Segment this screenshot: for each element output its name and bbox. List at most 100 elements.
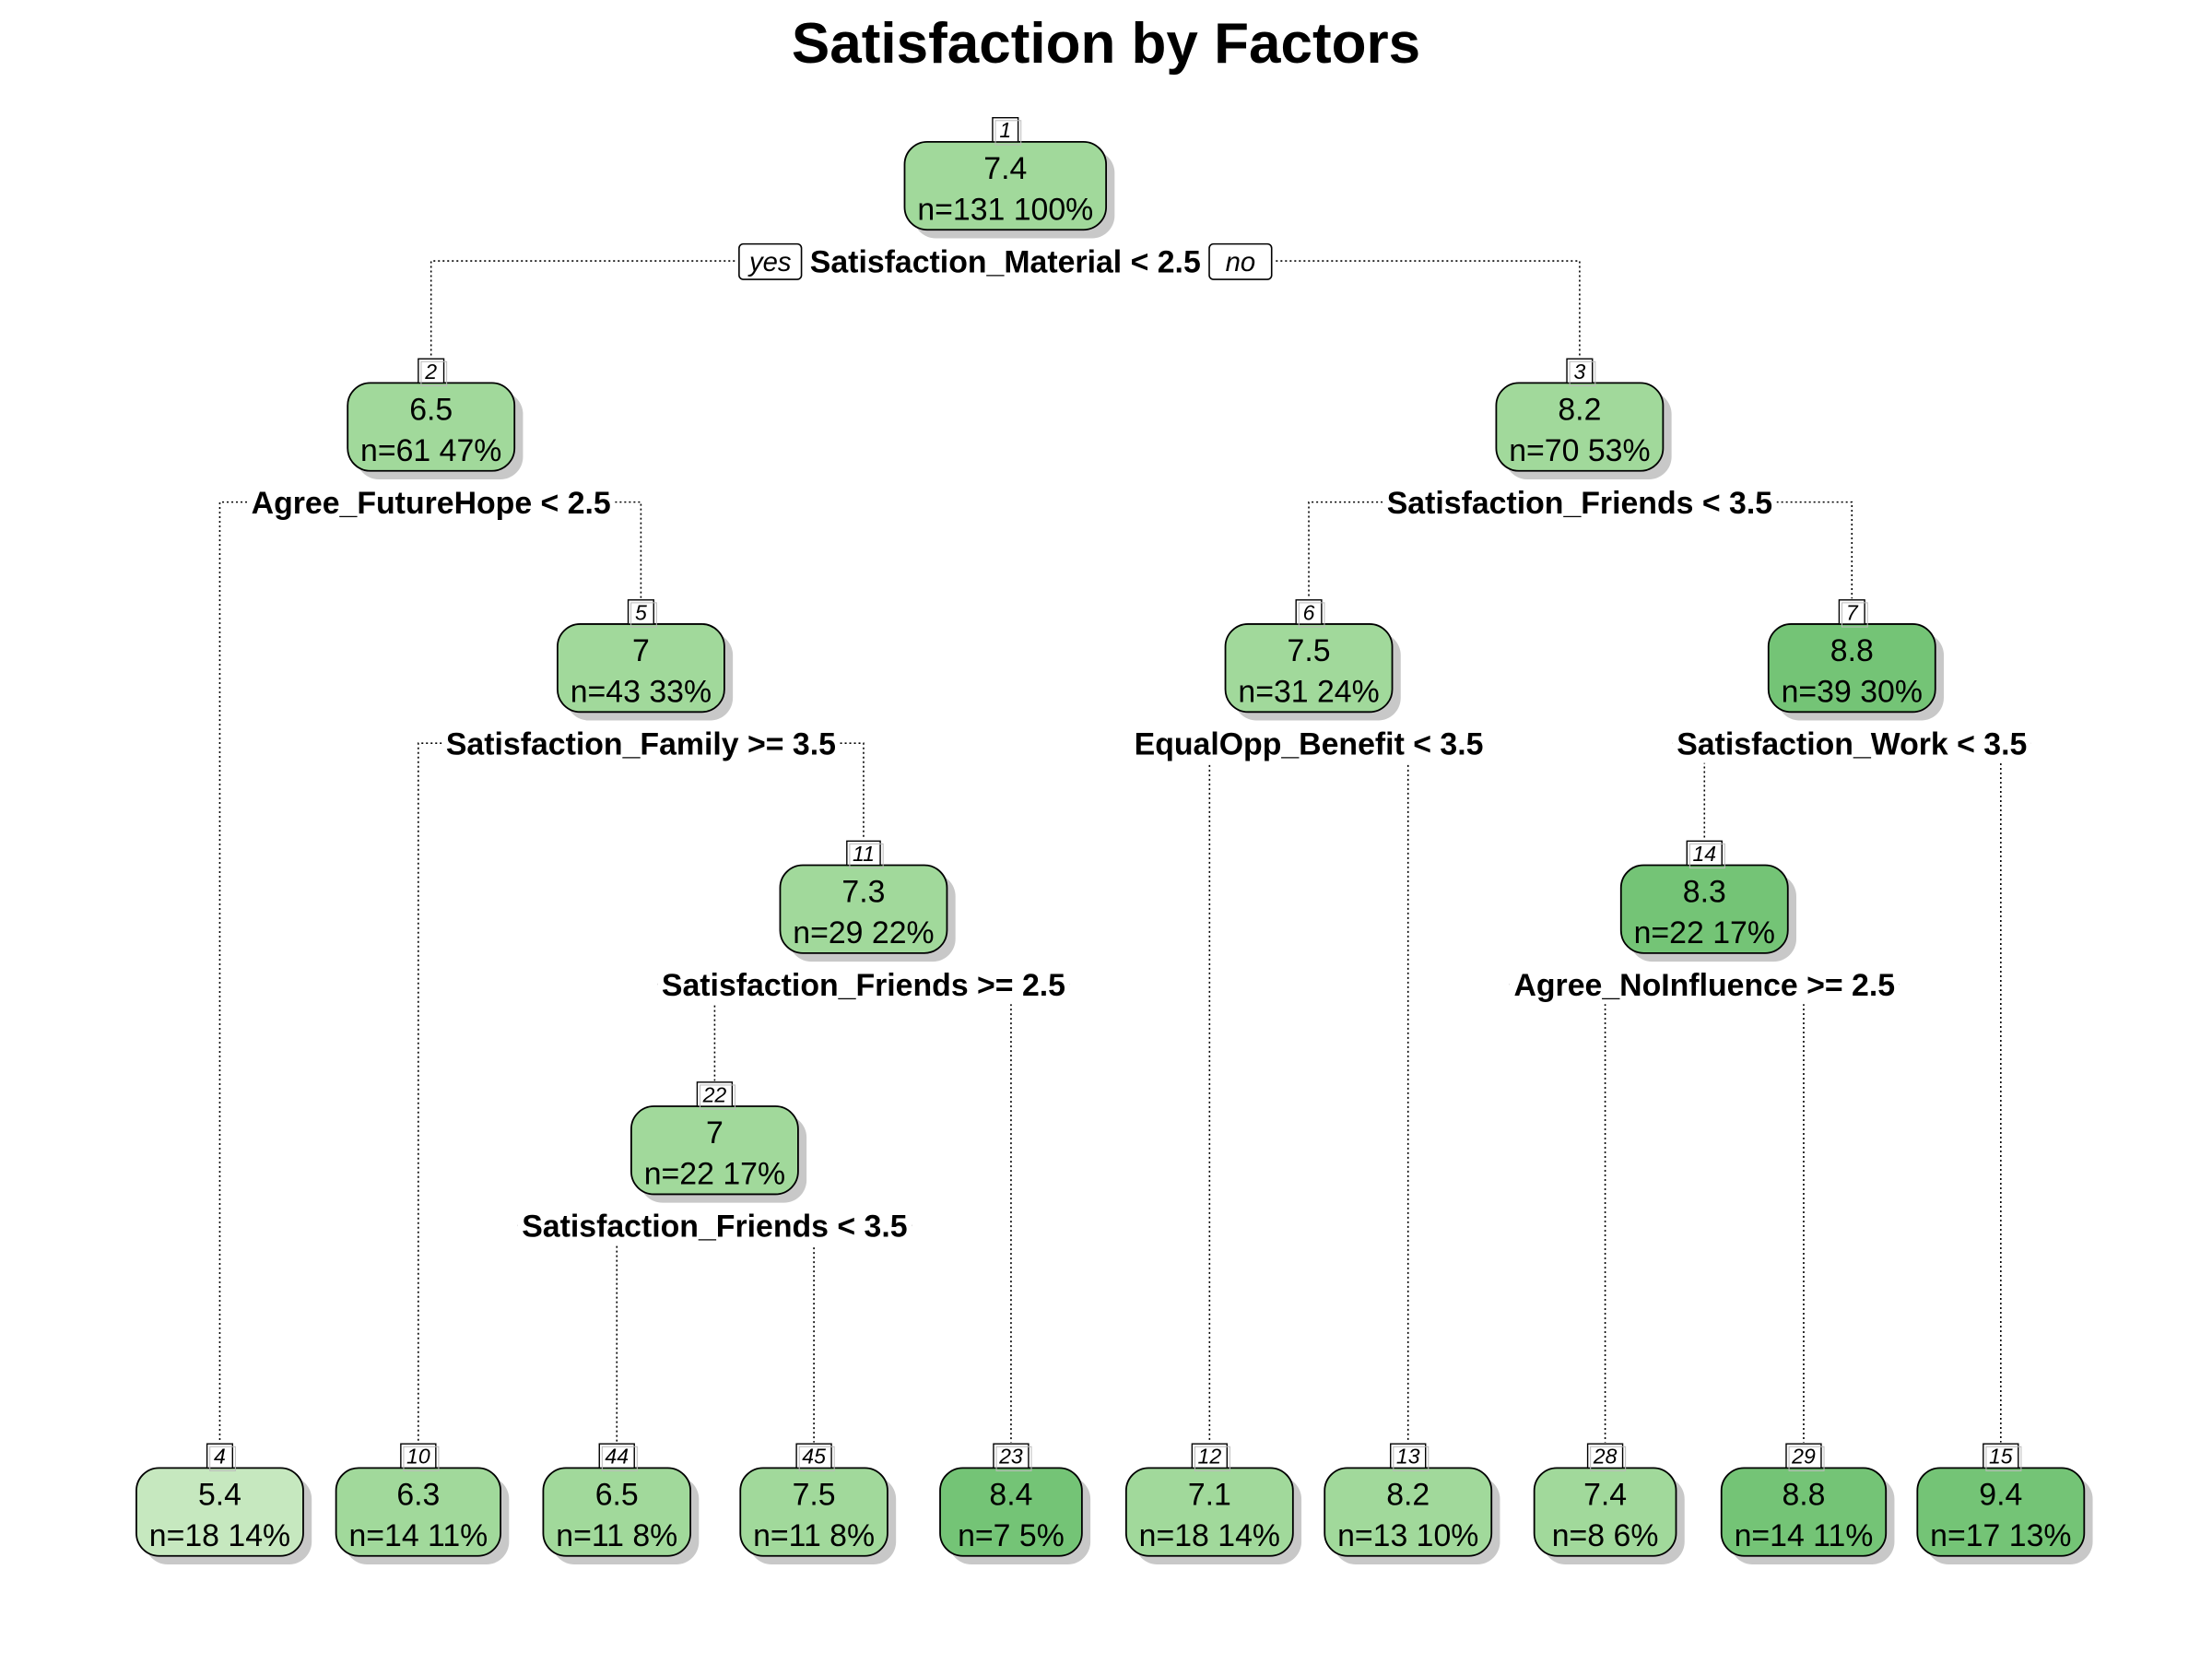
edge-yes	[517, 1224, 618, 1443]
tree-node-44: 44 6.5 n=11 8%	[542, 1443, 700, 1564]
node-count: n=18 14%	[1139, 1518, 1280, 1553]
edge-no	[2000, 742, 2031, 1443]
node-id: 28	[1593, 1445, 1618, 1469]
node-id-tag: 3	[1566, 358, 1596, 386]
node-id: 44	[605, 1445, 629, 1469]
svg-text:no: no	[1226, 248, 1256, 277]
node-id-tag: 15	[1983, 1443, 2022, 1471]
branch-label-no: no	[1208, 242, 1273, 280]
node-id: 45	[802, 1445, 826, 1469]
tree-node-23: 23 8.4 n=7 5%	[939, 1443, 1091, 1564]
node-count: n=22 17%	[644, 1157, 785, 1192]
node-value: 5.4	[198, 1477, 241, 1512]
node-id: 13	[1396, 1445, 1420, 1469]
tree-node-2: 2 6.5 n=61 47%	[347, 358, 524, 480]
edge-no	[1803, 983, 1900, 1443]
node-count: n=43 33%	[571, 675, 712, 710]
tree-node-28: 28 7.4 n=8 6%	[1533, 1443, 1685, 1564]
node-value: 7.3	[841, 874, 885, 909]
node-id-tag: 1	[992, 116, 1022, 146]
edge-yes	[218, 501, 248, 1443]
edge-no	[1406, 742, 1488, 1443]
node-id: 23	[998, 1445, 1023, 1469]
branch-label-yes: yes	[738, 242, 803, 280]
node-value: 7.5	[1288, 633, 1331, 668]
edge-yes	[1509, 983, 1606, 1443]
tree-node-3: 3 8.2 n=70 53%	[1495, 358, 1672, 480]
node-id: 7	[1846, 600, 1859, 624]
split-label: Satisfaction_Material < 2.5	[810, 244, 1201, 279]
node-count: n=8 6%	[1552, 1518, 1659, 1553]
node-id: 2	[424, 360, 437, 384]
node-id: 29	[1791, 1445, 1816, 1469]
node-value: 7.4	[983, 151, 1027, 186]
node-count: n=11 8%	[556, 1518, 677, 1553]
node-count: n=29 22%	[793, 915, 934, 950]
node-count: n=131 100%	[917, 192, 1093, 227]
tree-node-1: 1 7.4 n=131 100%	[903, 116, 1115, 239]
edge-yes	[1308, 501, 1383, 599]
node-value: 6.3	[396, 1477, 440, 1512]
node-id-tag: 11	[846, 840, 884, 869]
node-id-tag: 5	[627, 599, 657, 628]
node-value: 8.8	[1830, 633, 1874, 668]
node-count: n=22 17%	[1634, 915, 1775, 950]
edge-yes	[418, 742, 442, 1443]
node-count: n=14 11%	[1735, 1518, 1874, 1553]
node-id: 15	[1989, 1445, 2013, 1469]
tree-node-4: 4 5.4 n=18 14%	[135, 1443, 312, 1564]
node-id: 12	[1198, 1445, 1222, 1469]
node-count: n=7 5%	[958, 1518, 1065, 1553]
tree-node-6: 6 7.5 n=31 24%	[1224, 599, 1401, 721]
node-id: 11	[853, 842, 875, 866]
node-id: 4	[214, 1445, 226, 1469]
node-count: n=14 11%	[348, 1518, 488, 1553]
node-count: n=13 10%	[1337, 1518, 1478, 1553]
node-count: n=11 8%	[753, 1518, 875, 1553]
node-id-tag: 23	[993, 1443, 1032, 1471]
node-count: n=39 30%	[1782, 675, 1923, 710]
tree-node-29: 29 8.8 n=14 11%	[1720, 1443, 1895, 1564]
split-label: Agree_FutureHope < 2.5	[252, 486, 611, 521]
node-count: n=18 14%	[149, 1518, 290, 1553]
tree-node-15: 15 9.4 n=17 13%	[1916, 1443, 2093, 1564]
node-id-tag: 2	[418, 358, 448, 386]
node-id: 10	[406, 1445, 430, 1469]
split-label: Agree_NoInfluence >= 2.5	[1513, 968, 1895, 1003]
edge-no	[1776, 501, 1853, 599]
node-value: 8.8	[1782, 1477, 1825, 1512]
node-id-tag: 10	[400, 1443, 440, 1471]
diagram-title: Satisfaction by Factors	[791, 12, 1421, 76]
node-id-tag: 14	[1686, 840, 1725, 869]
node-id-tag: 44	[598, 1443, 638, 1471]
node-value: 7.5	[793, 1477, 836, 1512]
node-value: 8.3	[1683, 874, 1726, 909]
node-value: 8.4	[989, 1477, 1032, 1512]
node-count: n=61 47%	[360, 433, 501, 468]
node-id-tag: 13	[1390, 1443, 1430, 1471]
tree-node-22: 22 7 n=22 17%	[630, 1081, 807, 1203]
node-id-tag: 22	[696, 1081, 735, 1110]
node-count: n=70 53%	[1509, 433, 1650, 468]
split-label: Satisfaction_Friends >= 2.5	[662, 968, 1065, 1003]
tree-node-11: 11 7.3 n=29 22%	[779, 840, 956, 962]
edge-no	[1276, 260, 1581, 358]
node-value: 6.5	[409, 392, 453, 427]
split-label: Satisfaction_Work < 3.5	[1677, 726, 2027, 761]
tree-node-13: 13 8.2 n=13 10%	[1324, 1443, 1500, 1564]
split-label: Satisfaction_Friends < 3.5	[1387, 486, 1772, 521]
node-count: n=31 24%	[1238, 675, 1379, 710]
node-value: 7.4	[1583, 1477, 1627, 1512]
node-value: 7	[632, 633, 650, 668]
node-id-tag: 6	[1295, 599, 1325, 628]
node-id: 1	[999, 118, 1011, 142]
edge-yes	[1130, 742, 1211, 1443]
node-id: 3	[1573, 360, 1585, 384]
edge-no	[1010, 983, 1070, 1443]
nodes: 1 7.4 n=131 100% 2 6.5 n=61 47% 3 8.2 n=70 53% 5 7…	[135, 116, 2093, 1564]
tree-node-12: 12 7.1 n=18 14%	[1124, 1443, 1302, 1564]
node-value: 7	[706, 1115, 724, 1151]
tree-node-14: 14 8.3 n=22 17%	[1619, 840, 1797, 962]
